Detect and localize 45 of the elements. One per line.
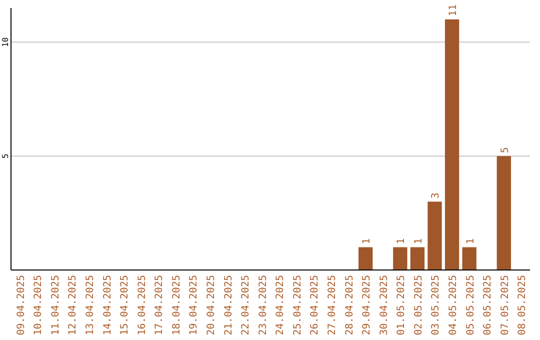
x-tick-label: 06.05.2025	[482, 275, 494, 336]
x-tick-label: 07.05.2025	[500, 275, 511, 336]
data-label: 1	[413, 238, 424, 244]
x-tick-label: 04.05.2025	[448, 275, 460, 336]
x-tick-label: 14.04.2025	[102, 275, 114, 336]
x-tick-label: 24.04.2025	[275, 275, 286, 336]
x-tick-label: 09.04.2025	[16, 275, 27, 336]
x-tick-label: 16.04.2025	[136, 275, 148, 336]
data-label: 3	[430, 192, 442, 199]
x-tick-label: 30.04.2025	[378, 275, 390, 336]
x-tick-label: 12.04.2025	[68, 275, 79, 336]
x-tick-label: 13.04.2025	[84, 275, 96, 336]
x-tick-label: 25.04.2025	[292, 275, 304, 336]
x-tick-label: 10.04.2025	[33, 275, 44, 336]
bar	[393, 247, 408, 270]
x-tick-label: 05.05.2025	[465, 275, 476, 336]
x-tick-label: 22.04.2025	[240, 275, 252, 336]
x-tick-label: 28.04.2025	[344, 275, 356, 336]
data-label: 1	[362, 238, 373, 244]
x-tick-label: 08.05.2025	[517, 275, 528, 336]
x-tick-label: 23.04.2025	[258, 275, 269, 336]
x-tick-label: 01.05.2025	[396, 275, 408, 336]
x-tick-label: 27.04.2025	[327, 275, 338, 336]
x-tick-label: 03.05.2025	[430, 275, 442, 336]
x-tick-label: 20.04.2025	[206, 275, 217, 336]
x-tick-label: 18.04.2025	[171, 275, 182, 336]
x-tick-label: 15.04.2025	[120, 275, 131, 336]
data-label: 5	[500, 147, 511, 154]
data-label: 1	[465, 238, 476, 244]
x-tick-label: 19.04.2025	[188, 275, 200, 336]
x-tick-label: 26.04.2025	[310, 275, 321, 336]
bar	[462, 247, 476, 270]
data-label: 11	[448, 4, 460, 16]
bar	[444, 19, 460, 270]
bar	[358, 247, 373, 270]
y-tick-label: 10	[1, 37, 10, 47]
x-tick-label: 17.04.2025	[154, 275, 166, 336]
x-tick-label: 11.04.2025	[50, 275, 62, 336]
x-tick-label: 02.05.2025	[413, 275, 424, 336]
x-tick-label: 21.04.2025	[223, 275, 234, 336]
data-label: 1	[396, 238, 408, 244]
bar	[496, 156, 511, 270]
x-tick-label: 29.04.2025	[362, 275, 373, 336]
bar	[410, 247, 425, 270]
bar	[428, 202, 442, 270]
